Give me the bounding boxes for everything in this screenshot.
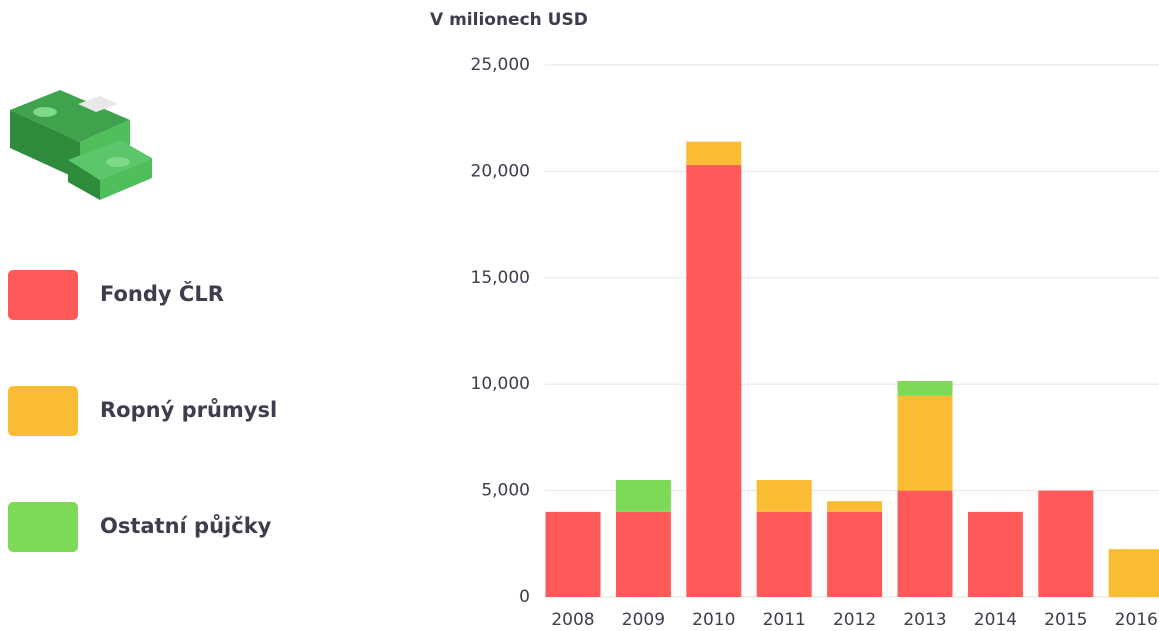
x-tick-label: 2012 bbox=[833, 610, 876, 630]
legend-swatch bbox=[8, 502, 78, 552]
bar-segment bbox=[615, 479, 671, 512]
bar-segment bbox=[545, 511, 601, 597]
x-tick-label: 2009 bbox=[622, 610, 665, 630]
legend-swatch bbox=[8, 386, 78, 436]
bar-segment bbox=[756, 479, 812, 512]
bar-segment bbox=[827, 501, 883, 512]
bar-segment bbox=[897, 395, 953, 491]
bar-segment bbox=[897, 490, 953, 597]
y-tick-label: 0 bbox=[519, 587, 530, 607]
y-axis-title: V milionech USD bbox=[430, 10, 588, 30]
bar-segment bbox=[1108, 549, 1159, 597]
y-tick-label: 20,000 bbox=[471, 161, 530, 181]
bar-segment bbox=[827, 511, 883, 597]
x-tick-label: 2008 bbox=[551, 610, 594, 630]
y-tick-label: 25,000 bbox=[471, 55, 530, 75]
x-tick-label: 2013 bbox=[903, 610, 946, 630]
legend-label: Ostatní půjčky bbox=[100, 514, 272, 538]
bar-segment bbox=[1038, 490, 1094, 597]
bar-segment bbox=[967, 511, 1023, 597]
legend-label: Fondy ČLR bbox=[100, 281, 224, 306]
x-tick-label: 2015 bbox=[1044, 610, 1087, 630]
money-icon bbox=[10, 90, 152, 200]
bar-segment bbox=[897, 381, 953, 396]
bar-segment bbox=[686, 165, 742, 598]
bar-segment bbox=[756, 511, 812, 597]
bar-segment bbox=[686, 141, 742, 166]
x-tick-label: 2016 bbox=[1115, 610, 1158, 630]
y-tick-label: 10,000 bbox=[471, 374, 530, 394]
legend-swatch bbox=[8, 270, 78, 320]
y-tick-label: 15,000 bbox=[471, 268, 530, 288]
x-tick-label: 2010 bbox=[692, 610, 735, 630]
y-tick-label: 5,000 bbox=[481, 481, 530, 501]
x-tick-label: 2011 bbox=[763, 610, 806, 630]
x-tick-label: 2014 bbox=[974, 610, 1017, 630]
legend-label: Ropný průmysl bbox=[100, 398, 277, 422]
bar-segment bbox=[615, 511, 671, 597]
